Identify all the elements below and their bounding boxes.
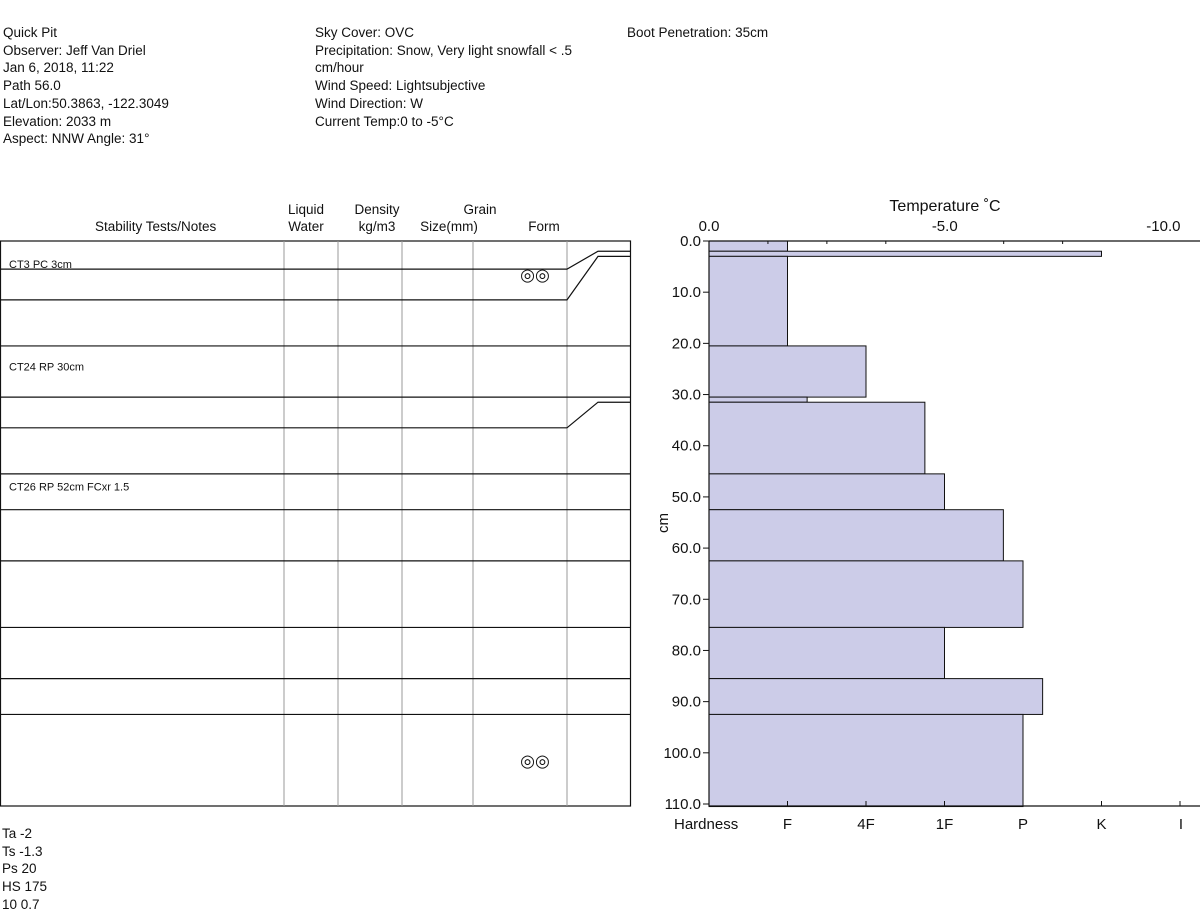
density-header: Density [354,202,400,217]
hardness-bar [708,345,867,398]
hardness-bar [708,473,945,511]
stability-test-note: CT26 RP 52cm FCxr 1.5 [9,482,129,494]
temperature-tick-label: -10.0 [1146,218,1180,235]
hardness-bar [708,250,1102,257]
temperature-tick-label: 0.0 [699,218,720,235]
hardness-bar [708,396,808,403]
boot-info-line: Boot Penetration: 35cm [627,25,769,40]
y-tick-label: 20.0 [672,335,701,352]
pit-info-line: Jan 6, 2018, 11:22 [3,60,114,76]
y-tick-label: 70.0 [672,591,701,608]
y-tick-label: 40.0 [672,438,701,455]
footer-note-line: Ts -1.3 [2,843,43,859]
weather-info-line: cm/hour [315,60,364,76]
hardness-tick-label: K [1096,816,1106,833]
pit-info-line: Lat/Lon:50.3863, -122.3049 [3,95,169,111]
grain-header: Grain [463,202,497,217]
footer-note-line: 10 0.7 [2,896,40,912]
pit-info-line: Observer: Jeff Van Driel [3,42,146,58]
hardness-bar [708,713,1024,808]
hardness-axis-label: Hardness [674,816,738,833]
footer-note-line: HS 175 [2,879,48,895]
y-tick-label: 10.0 [672,284,701,301]
y-tick-label: 100.0 [663,745,701,762]
y-axis-label: cm [655,513,672,533]
stability-test-note: CT3 PC 3cm [9,259,72,271]
hardness-bar [708,240,788,252]
weather-info-line: Wind Speed: Lightsubjective [315,78,486,94]
hardness-bar [708,678,1044,715]
layer-boundary-line [0,401,630,429]
weather-info: Sky Cover: OVC Precipitation: Snow, Very … [315,24,572,130]
grain-form-header: Form [528,219,560,234]
layer-boundary-line [0,255,630,301]
hardness-bar [708,626,945,680]
y-tick-label: 0.0 [680,233,701,250]
pit-info-line: Quick Pit [3,25,58,40]
boot-info: Boot Penetration: 35cm [627,24,768,42]
liquid-header: Liquid [287,202,325,217]
pit-info: Quick Pit Observer: Jeff Van Driel Jan 6, … [3,24,169,148]
hardness-tick-label: 1F [936,816,954,833]
pit-info-line: Elevation: 2033 m [3,113,112,129]
footer-notes: Ta -2 Ts -1.3 Ps 20 HS 175 10 0.7 [2,825,47,914]
water-header: Water [288,219,324,234]
hardness-bar [708,560,1024,628]
rounded-grains-icon: ◎◎ [520,265,550,284]
hardness-bar [708,401,926,475]
grain-size-header: Size(mm) [420,219,478,234]
hardness-bar [708,255,788,347]
hardness-tick-label: I [1179,816,1183,833]
y-tick-label: 80.0 [672,642,701,659]
temperature-axis-title: Temperature ˚C [889,198,1000,215]
pit-info-line: Aspect: NNW Angle: 31° [3,131,150,147]
weather-info-line: Sky Cover: OVC [315,25,415,40]
weather-info-line: Precipitation: Snow, Very light snowfall… [315,42,573,58]
hardness-tick-label: 4F [857,816,875,833]
stability-header: Stability Tests/Notes [95,219,217,234]
y-tick-label: 90.0 [672,694,701,711]
weather-info-line: Current Temp:0 to -5°C [315,113,454,129]
footer-note-line: Ta -2 [2,826,33,841]
y-tick-label: 60.0 [672,540,701,557]
density-unit-header: kg/m3 [358,219,396,234]
temperature-tick-label: -5.0 [932,218,958,235]
y-tick-label: 110.0 [665,796,701,813]
hardness-tick-label: P [1018,816,1028,833]
stability-test-note: CT24 RP 30cm [9,361,84,373]
footer-note-line: Ps 20 [2,861,37,877]
layer-boundary-line [0,250,630,270]
pit-info-line: Path 56.0 [3,78,61,94]
rounded-grains-icon: ◎◎ [520,751,550,770]
y-tick-label: 50.0 [672,489,701,506]
y-tick-label: 30.0 [672,387,701,404]
weather-info-line: Wind Direction: W [315,95,424,111]
hardness-tick-label: F [783,816,792,833]
table-frame [0,240,632,807]
hardness-bar [708,509,1004,562]
